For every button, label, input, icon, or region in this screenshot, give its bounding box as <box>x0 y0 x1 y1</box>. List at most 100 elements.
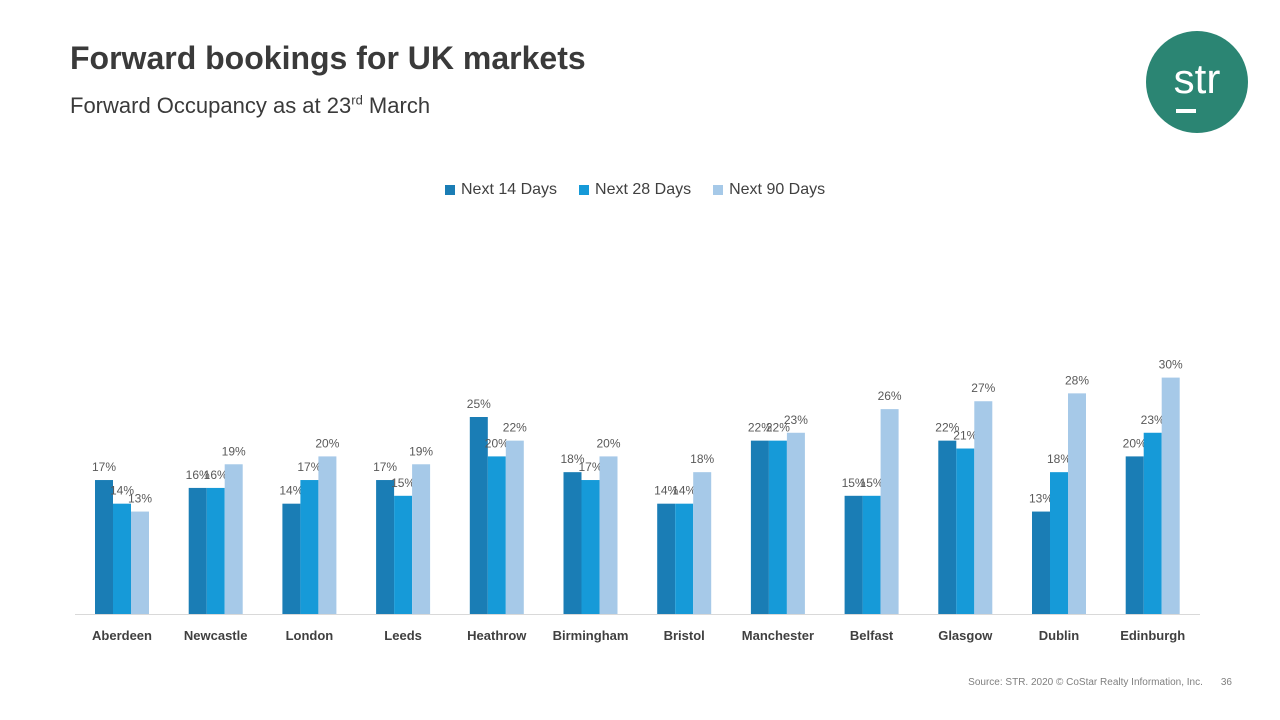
bar-bristol-next-90-days <box>693 472 712 614</box>
data-label-aberdeen-next-28-days: 14% <box>110 484 134 498</box>
data-label-bristol-next-28-days: 14% <box>672 484 696 498</box>
category-label-glasgow: Glasgow <box>938 628 993 643</box>
data-label-belfast-next-14-days: 15% <box>842 476 866 490</box>
legend-item-28: Next 28 Days <box>579 181 691 199</box>
bar-edinburgh-next-28-days <box>1143 432 1162 614</box>
bar-belfast-next-90-days <box>880 409 899 614</box>
bar-belfast-next-28-days <box>862 495 881 614</box>
data-label-manchester-next-28-days: 22% <box>766 421 790 435</box>
data-label-london-next-14-days: 14% <box>279 484 303 498</box>
bar-bristol-next-14-days <box>657 503 676 614</box>
data-label-birmingham-next-14-days: 18% <box>560 452 584 466</box>
category-label-newcastle: Newcastle <box>184 628 248 643</box>
bar-heathrow-next-14-days <box>469 417 488 614</box>
bar-glasgow-next-90-days <box>974 401 993 614</box>
bar-aberdeen-next-14-days <box>95 480 113 614</box>
legend-item-14: Next 14 Days <box>445 181 557 199</box>
legend-label-28: Next 28 Days <box>595 181 692 198</box>
data-label-dublin-next-14-days: 13% <box>1029 492 1053 506</box>
bar-manchester-next-14-days <box>750 440 769 614</box>
data-label-london-next-28-days: 17% <box>297 460 321 474</box>
chart-legend: Next 14 Days Next 28 Days Next 90 Days <box>445 181 825 199</box>
bar-dublin-next-90-days <box>1068 393 1086 614</box>
bar-newcastle-next-90-days <box>224 464 243 614</box>
legend-swatch-14 <box>445 185 455 195</box>
bar-birmingham-next-90-days <box>599 456 618 614</box>
subtitle-text: Forward Occupancy as at 23 <box>70 93 352 118</box>
data-label-glasgow-next-14-days: 22% <box>935 421 959 435</box>
bar-heathrow-next-90-days <box>505 440 524 614</box>
bar-leeds-next-28-days <box>394 495 413 614</box>
category-label-belfast: Belfast <box>850 628 894 643</box>
bar-edinburgh-next-90-days <box>1161 377 1180 614</box>
subtitle-tail: March <box>362 93 431 118</box>
data-label-aberdeen-next-90-days: 13% <box>128 492 152 506</box>
bar-belfast-next-14-days <box>844 495 863 614</box>
bar-london-next-14-days <box>282 503 301 614</box>
bar-newcastle-next-14-days <box>188 487 207 614</box>
data-label-heathrow-next-28-days: 20% <box>485 436 509 450</box>
page-title: Forward bookings for UK markets <box>70 40 586 76</box>
legend-item-90: Next 90 Days <box>713 181 825 199</box>
source-note: Source: STR. 2020 © CoStar Realty Inform… <box>968 677 1203 688</box>
data-label-aberdeen-next-14-days: 17% <box>92 460 116 474</box>
category-label-london: London <box>286 628 334 643</box>
bar-glasgow-next-14-days <box>938 440 957 614</box>
data-label-bristol-next-14-days: 14% <box>654 484 678 498</box>
page-subtitle: Forward Occupancy as at 23rd March <box>70 93 430 119</box>
data-label-manchester-next-14-days: 22% <box>748 421 772 435</box>
logo-underline <box>1176 109 1196 113</box>
bar-london-next-90-days <box>318 456 337 614</box>
data-label-belfast-next-90-days: 26% <box>878 389 902 403</box>
bar-newcastle-next-28-days <box>206 487 225 614</box>
subtitle-superscript: rd <box>351 92 363 108</box>
bar-dublin-next-28-days <box>1050 472 1068 614</box>
data-label-dublin-next-90-days: 28% <box>1065 373 1089 387</box>
logo-text: str <box>1174 55 1221 102</box>
data-label-bristol-next-90-days: 18% <box>690 452 714 466</box>
bar-london-next-28-days <box>300 480 319 614</box>
data-label-edinburgh-next-90-days: 30% <box>1159 358 1183 372</box>
bar-glasgow-next-28-days <box>956 448 975 614</box>
data-label-glasgow-next-28-days: 21% <box>953 429 977 443</box>
bar-leeds-next-14-days <box>376 480 395 614</box>
bar-aberdeen-next-28-days <box>113 503 131 614</box>
category-label-bristol: Bristol <box>664 628 705 643</box>
bar-birmingham-next-14-days <box>563 472 582 614</box>
category-label-edinburgh: Edinburgh <box>1120 628 1185 643</box>
category-label-leeds: Leeds <box>384 628 422 643</box>
data-label-newcastle-next-14-days: 16% <box>186 468 210 482</box>
data-label-heathrow-next-14-days: 25% <box>467 397 491 411</box>
bar-manchester-next-90-days <box>786 432 805 614</box>
page-number: 36 <box>1220 677 1232 688</box>
bar-bristol-next-28-days <box>675 503 694 614</box>
data-label-newcastle-next-28-days: 16% <box>204 468 228 482</box>
data-label-london-next-90-days: 20% <box>315 436 339 450</box>
legend-label-90: Next 90 Days <box>729 181 826 198</box>
str-logo-mark: str <box>1174 55 1221 113</box>
data-label-edinburgh-next-14-days: 20% <box>1123 436 1147 450</box>
category-label-dublin: Dublin <box>1039 628 1079 643</box>
data-label-belfast-next-28-days: 15% <box>860 476 884 490</box>
category-label-heathrow: Heathrow <box>467 628 527 643</box>
data-label-leeds-next-28-days: 15% <box>391 476 415 490</box>
data-label-newcastle-next-90-days: 19% <box>222 444 246 458</box>
data-label-birmingham-next-28-days: 17% <box>578 460 602 474</box>
data-label-birmingham-next-90-days: 20% <box>596 436 620 450</box>
legend-swatch-28 <box>579 185 590 195</box>
bar-birmingham-next-28-days <box>581 480 600 614</box>
bar-manchester-next-28-days <box>768 440 787 614</box>
data-label-leeds-next-90-days: 19% <box>409 444 433 458</box>
data-label-glasgow-next-90-days: 27% <box>971 381 995 395</box>
category-label-manchester: Manchester <box>742 628 814 643</box>
footer: Source: STR. 2020 © CoStar Realty Inform… <box>968 677 1232 688</box>
data-label-leeds-next-14-days: 17% <box>373 460 397 474</box>
bar-edinburgh-next-14-days <box>1125 456 1144 614</box>
legend-swatch-90 <box>713 185 724 195</box>
category-label-birmingham: Birmingham <box>553 628 629 643</box>
bar-heathrow-next-28-days <box>487 456 506 614</box>
bar-dublin-next-14-days <box>1032 511 1050 614</box>
category-label-aberdeen: Aberdeen <box>92 628 152 643</box>
bar-leeds-next-90-days <box>412 464 431 614</box>
